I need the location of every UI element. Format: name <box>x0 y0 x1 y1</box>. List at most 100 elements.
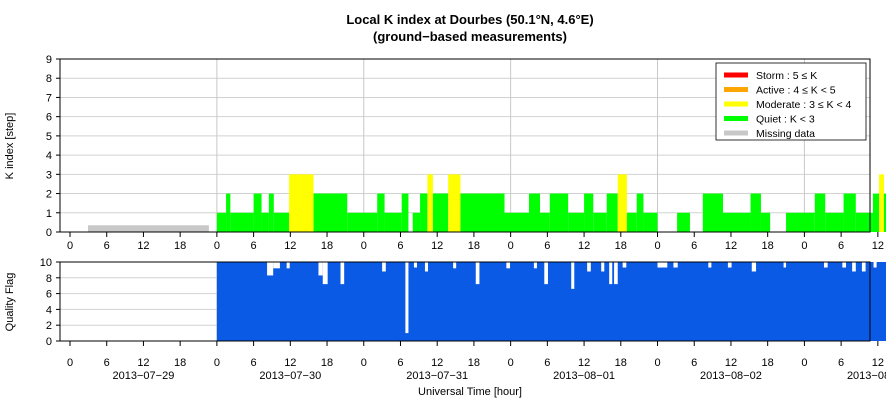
k-index-bar <box>401 193 409 232</box>
k-index-bar <box>814 193 826 232</box>
k-index-bar <box>289 174 314 232</box>
quality-flag-dip <box>842 262 847 268</box>
quality-flag-dip <box>424 262 429 272</box>
k-index-plot-frame <box>59 58 871 233</box>
quality-flag-x-tick-label: 12 <box>431 357 443 369</box>
k-index-bar <box>253 193 262 232</box>
k-index-bar <box>377 193 385 232</box>
k-index-bar <box>448 174 461 232</box>
quality-flag-x-tick-label: 12 <box>578 357 590 369</box>
quality-flag-dip <box>340 262 345 285</box>
quality-flag-x-tick-label: 18 <box>762 357 774 369</box>
quality-flag-x-tick-label: 0 <box>361 357 367 369</box>
k-index-bar <box>760 212 771 232</box>
quality-flag-y-tick-label: 8 <box>46 273 52 285</box>
quality-flag-x-tick-label: 18 <box>174 357 186 369</box>
quality-flag-x-tick-label: 12 <box>872 357 884 369</box>
k-index-bar <box>226 193 231 232</box>
quality-flag-x-tick-label: 12 <box>725 357 737 369</box>
quality-flag-dip <box>318 262 323 276</box>
quality-flag-dip <box>852 262 856 272</box>
k-index-x-tick-label: 0 <box>361 240 367 252</box>
quality-flag-x-tick-label: 6 <box>691 357 697 369</box>
k-index-x-tick-label: 12 <box>578 240 590 252</box>
quality-flag-dip <box>861 262 866 272</box>
x-axis-label: Universal Time [hour] <box>418 386 522 398</box>
k-index-bar <box>432 193 449 232</box>
quality-flag-dip <box>267 262 274 276</box>
quality-flag-dip <box>382 262 386 272</box>
k-index-bar <box>626 212 637 232</box>
quality-flag-x-tick-label: 6 <box>544 357 550 369</box>
k-index-bar <box>568 212 585 232</box>
k-index-x-tick-label: 0 <box>214 240 220 252</box>
missing-data-bar <box>88 225 209 232</box>
k-index-x-tick-label: 0 <box>67 240 73 252</box>
date-label: 2013−08−03 <box>847 370 886 382</box>
k-index-bar <box>872 193 880 232</box>
k-index-x-tick-label: 18 <box>321 240 333 252</box>
k-index-bar <box>843 193 856 232</box>
k-index-y-tick-label: 6 <box>46 112 52 124</box>
k-index-y-tick-label: 7 <box>46 92 52 104</box>
k-index-x-tick-label: 6 <box>544 240 550 252</box>
k-index-bar <box>268 193 274 232</box>
k-index-x-tick-label: 0 <box>801 240 807 252</box>
k-index-x-tick-label: 12 <box>137 240 149 252</box>
k-index-x-tick-label: 12 <box>431 240 443 252</box>
k-index-x-tick-label: 6 <box>104 240 110 252</box>
k-index-bar <box>702 193 724 232</box>
quality-flag-dip <box>727 262 732 268</box>
date-label: 2013−07−31 <box>406 370 468 382</box>
k-index-bar <box>750 193 761 232</box>
k-index-bar <box>504 212 529 232</box>
k-index-x-tick-label: 18 <box>762 240 774 252</box>
quality-flag-dip <box>657 262 668 268</box>
k-index-bar <box>273 212 290 232</box>
k-index-bar <box>427 174 433 232</box>
quality-flag-y-tick-label: 6 <box>46 289 52 301</box>
quality-flag-x-tick-label: 0 <box>214 357 220 369</box>
k-index-y-tick-label: 9 <box>46 54 52 66</box>
quality-flag-y-tick-label: 0 <box>46 336 52 348</box>
k-index-y-tick-label: 4 <box>46 150 52 162</box>
k-index-x-tick-label: 12 <box>284 240 296 252</box>
quality-flag-plot-frame <box>59 261 871 342</box>
quality-flag-y-axis-label: Quality Flag <box>4 273 16 332</box>
quality-flag-x-tick-label: 6 <box>104 357 110 369</box>
k-index-x-tick-label: 0 <box>508 240 514 252</box>
k-index-bar <box>606 193 618 232</box>
k-index-bar <box>786 212 815 232</box>
k-index-y-tick-label: 5 <box>46 131 52 143</box>
k-index-bar <box>460 193 505 232</box>
k-index-bar <box>677 212 690 232</box>
k-index-x-tick-label: 12 <box>725 240 737 252</box>
quality-flag-x-tick-label: 6 <box>251 357 257 369</box>
k-index-bar <box>617 174 627 232</box>
k-index-bar <box>540 212 550 232</box>
k-index-y-tick-label: 8 <box>46 73 52 85</box>
quality-flag-dip <box>506 262 511 269</box>
quality-flag-x-tick-label: 0 <box>508 357 514 369</box>
k-index-bar <box>825 212 844 232</box>
date-label: 2013−07−30 <box>259 370 321 382</box>
k-index-x-tick-label: 18 <box>615 240 627 252</box>
legend-label: Quiet : K < 3 <box>756 114 815 126</box>
quality-flag-dip <box>673 262 678 268</box>
quality-flag-dip <box>609 262 613 285</box>
date-label: 2013−08−02 <box>700 370 762 382</box>
k-index-y-axis-label: K index [step] <box>4 113 16 180</box>
legend-label: Missing data <box>756 128 815 140</box>
k-index-bar <box>883 193 886 232</box>
k-index-bar <box>643 212 658 232</box>
date-label: 2013−08−01 <box>553 370 615 382</box>
k-index-x-tick-label: 6 <box>397 240 403 252</box>
quality-flag-x-tick-label: 6 <box>838 357 844 369</box>
k-index-y-tick-label: 0 <box>46 227 52 239</box>
k-index-bar <box>855 212 873 232</box>
k-index-x-tick-label: 0 <box>654 240 660 252</box>
quality-flag-dip <box>405 262 409 334</box>
k-index-x-tick-label: 6 <box>838 240 844 252</box>
k-index-bar <box>420 193 428 232</box>
